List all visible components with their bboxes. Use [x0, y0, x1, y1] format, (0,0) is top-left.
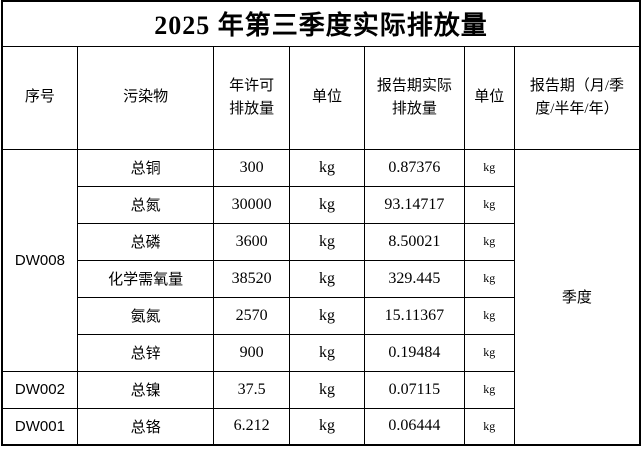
table-row: 氨氮 2570 kg 15.11367 kg — [2, 296, 640, 335]
unit-cell: kg — [288, 148, 366, 187]
serial-cell: DW001 — [1, 407, 78, 446]
unit2-cell: kg — [463, 259, 515, 298]
header-unit-actual: 单位 — [463, 45, 515, 150]
serial-cell: DW008 — [1, 148, 78, 372]
unit2-cell: kg — [463, 222, 515, 261]
actual-cell: 0.19484 — [364, 333, 465, 372]
unit-cell: kg — [288, 185, 366, 224]
unit2-cell: kg — [463, 185, 515, 224]
permitted-cell: 38520 — [213, 259, 290, 298]
table-title: 2025 年第三季度实际排放量 — [1, 0, 641, 47]
permitted-cell: 37.5 — [213, 370, 290, 409]
unit-cell: kg — [288, 407, 366, 446]
permitted-cell: 900 — [213, 333, 290, 372]
pollutant-cell: 氨氮 — [76, 296, 215, 335]
title-row: 2025 年第三季度实际排放量 — [1, 0, 641, 47]
pollutant-cell: 总锌 — [76, 333, 215, 372]
permitted-cell: 6.212 — [213, 407, 290, 446]
serial-cell: DW002 — [1, 370, 78, 409]
unit2-cell: kg — [463, 296, 515, 335]
actual-cell: 15.11367 — [364, 296, 465, 335]
table-row: 化学需氧量 38520 kg 329.445 kg — [2, 259, 640, 298]
pollutant-cell: 总磷 — [76, 222, 215, 261]
pollutant-cell: 总镍 — [76, 370, 215, 409]
header-serial: 序号 — [1, 45, 78, 150]
unit-cell: kg — [288, 222, 366, 261]
period-value-cell: 季度 — [513, 148, 641, 446]
table-row: DW002 总镍 37.5 kg 0.07115 kg — [1, 370, 640, 409]
actual-cell: 329.445 — [364, 259, 465, 298]
header-pollutant: 污染物 — [76, 45, 215, 150]
actual-cell: 0.06444 — [364, 407, 465, 446]
actual-cell: 0.07115 — [364, 370, 465, 409]
unit-cell: kg — [288, 259, 366, 298]
unit-cell: kg — [288, 333, 366, 372]
pollutant-cell: 总铬 — [76, 407, 215, 446]
unit-cell: kg — [288, 370, 366, 409]
header-unit-permitted: 单位 — [288, 45, 366, 150]
permitted-cell: 2570 — [213, 296, 290, 335]
header-actual-amount: 报告期实际 排放量 — [364, 45, 465, 150]
header-permitted-amount: 年许可 排放量 — [213, 45, 290, 150]
unit-cell: kg — [288, 296, 366, 335]
pollutant-cell: 化学需氧量 — [76, 259, 215, 298]
permitted-cell: 3600 — [213, 222, 290, 261]
permitted-cell: 30000 — [213, 185, 290, 224]
header-row: 序号 污染物 年许可 排放量 单位 报告期实际 排放量 单位 报告期（月/季 度… — [1, 45, 641, 150]
table-row: DW001 总铬 6.212 kg 0.06444 kg — [1, 407, 640, 446]
header-report-period: 报告期（月/季 度/半年/年） — [513, 45, 641, 150]
actual-cell: 0.87376 — [364, 148, 465, 187]
actual-cell: 93.14717 — [364, 185, 465, 224]
unit2-cell: kg — [463, 333, 515, 372]
unit2-cell: kg — [463, 148, 515, 187]
pollutant-cell: 总氮 — [76, 185, 215, 224]
table-row: DW008 总铜 300 kg 0.87376 kg 季度 — [1, 148, 641, 446]
unit2-cell: kg — [463, 407, 515, 446]
table-row: 总氮 30000 kg 93.14717 kg — [2, 185, 640, 224]
table-row: 总磷 3600 kg 8.50021 kg — [2, 222, 640, 261]
unit2-cell: kg — [463, 370, 515, 409]
permitted-cell: 300 — [213, 148, 290, 187]
pollutant-cell: 总铜 — [76, 148, 215, 187]
actual-cell: 8.50021 — [364, 222, 465, 261]
emissions-table: 2025 年第三季度实际排放量 序号 污染物 年许可 排放量 单位 报告期实际 … — [1, 0, 641, 446]
table-row: 总锌 900 kg 0.19484 kg — [2, 333, 640, 372]
